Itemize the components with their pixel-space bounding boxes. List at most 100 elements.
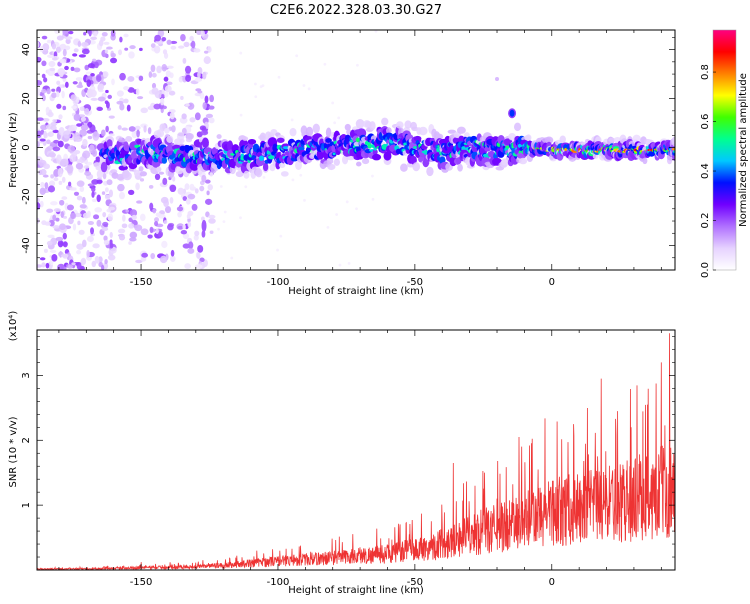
- spectrogram-blob: [206, 190, 210, 196]
- spectrogram-blob: [128, 241, 132, 245]
- spectrogram-blob: [332, 152, 336, 156]
- spectrogram-blob: [258, 155, 265, 161]
- spectrogram-blob: [463, 132, 470, 138]
- snr-y-tick-label: 1: [21, 502, 32, 508]
- spectrogram-blob: [108, 189, 113, 198]
- spectrogram-blob: [52, 146, 61, 152]
- spectrogram-blob: [413, 135, 422, 142]
- spectrogram-blob: [161, 94, 165, 98]
- spectrogram-blob: [126, 104, 131, 112]
- spectrogram-blob: [107, 213, 114, 221]
- snr-plot-area: [37, 330, 675, 570]
- spectrogram-blob: [76, 123, 83, 127]
- colorbar-tick-label: 0.2: [700, 213, 711, 229]
- spectrogram-blob: [102, 71, 109, 78]
- spectrogram-blob: [57, 140, 64, 148]
- spectrogram-blob: [73, 67, 81, 73]
- spectrogram-blob: [160, 196, 169, 204]
- spectrogram-blob: [79, 129, 88, 137]
- spectrogram-blob: [295, 54, 299, 58]
- spectrogram-blob: [216, 134, 222, 139]
- spectrogram-blob: [458, 135, 465, 144]
- spectrogram-blob: [52, 225, 60, 229]
- spectrogram-blob: [509, 109, 515, 117]
- spectrogram-blob: [262, 176, 266, 179]
- spectrogram-blob: [418, 126, 428, 136]
- spectrogram-blob: [76, 249, 82, 255]
- spectrogram-blob: [96, 179, 103, 184]
- spectrogram-blob: [42, 174, 49, 178]
- spectrogram-blob: [104, 259, 108, 265]
- spectrogram-blob: [338, 263, 342, 267]
- spectrogram-blob: [57, 167, 63, 178]
- spectrogram-blob: [139, 47, 143, 52]
- spectrogram-blob: [153, 45, 161, 54]
- spectrogram-blob: [194, 112, 201, 121]
- spectrogram-blob: [80, 124, 89, 131]
- spectrogram-blob: [148, 185, 154, 189]
- spectrogram-blob: [193, 48, 201, 53]
- spectrogram-x-tick-label: -100: [267, 277, 290, 288]
- spectrogram-blob: [297, 146, 305, 151]
- spectrogram-blob: [96, 169, 104, 179]
- spectrogram-blob: [81, 41, 89, 48]
- spectrogram-blob: [131, 214, 137, 221]
- colorbar-tick-label: 0.6: [700, 114, 711, 130]
- spectrogram-blob: [41, 35, 48, 40]
- spectrogram-blob: [209, 94, 215, 103]
- spectrogram-y-tick-label: -40: [21, 237, 32, 253]
- spectrogram-blob: [57, 239, 64, 248]
- spectrogram-x-tick-label: -150: [130, 277, 153, 288]
- colorbar-tick-label: 0.4: [700, 163, 711, 179]
- spectrogram-blob: [96, 219, 102, 227]
- spectrogram-blob: [134, 224, 143, 232]
- spectrogram-blob: [199, 185, 205, 192]
- spectrogram-blob: [108, 115, 115, 119]
- snr-y-axis-label: SNR (10 * v/v): [8, 416, 19, 487]
- spectrogram-blob: [62, 30, 69, 35]
- spectrogram-blob: [84, 108, 90, 115]
- spectrogram-blob: [178, 45, 185, 49]
- spectrogram-blob: [59, 223, 66, 231]
- spectrogram-blob: [147, 127, 152, 135]
- spectrogram-blob: [92, 31, 98, 37]
- spectrogram-blob: [76, 159, 81, 164]
- spectrogram-blob: [103, 235, 108, 242]
- spectrogram-blob: [78, 229, 85, 235]
- spectrogram-blob: [87, 135, 93, 140]
- spectrogram-blob: [41, 60, 47, 67]
- spectrogram-blob: [56, 80, 61, 86]
- spectrogram-blob: [72, 187, 77, 191]
- spectrogram-blob: [164, 127, 170, 134]
- spectrogram-blob: [55, 236, 64, 242]
- spectrogram-blob: [187, 193, 196, 200]
- spectrogram-blob: [41, 262, 46, 268]
- spectrogram-blob: [204, 179, 211, 184]
- spectrogram-blob: [671, 147, 675, 151]
- spectrogram-blob: [371, 174, 374, 178]
- spectrogram-blob: [156, 166, 162, 172]
- spectrogram-blob: [672, 150, 675, 154]
- spectrogram-blob: [37, 56, 42, 63]
- spectrogram-y-tick-label: -20: [21, 188, 32, 204]
- spectrogram-blob: [203, 56, 211, 65]
- spectrogram-blob: [167, 223, 174, 231]
- colorbar-tick-label: 0.0: [700, 262, 711, 278]
- spectrogram-blob: [107, 94, 113, 99]
- spectrogram-blob: [40, 124, 48, 130]
- spectrogram-blob: [37, 88, 41, 96]
- spectrogram-blob: [161, 157, 168, 164]
- spectrogram-blob: [203, 50, 209, 54]
- figure-title: C2E6.2022.328.03.30.G27: [270, 3, 442, 18]
- spectrogram-blob: [108, 206, 116, 211]
- spectrogram-blob: [137, 96, 144, 100]
- spectrogram-blob: [86, 235, 94, 243]
- spectrogram-blob: [204, 198, 213, 205]
- spectrogram-blob: [149, 226, 154, 234]
- spectrogram-blob: [202, 101, 207, 110]
- spectrogram-blob: [185, 74, 192, 82]
- spectrogram-blob: [156, 129, 165, 138]
- spectrogram-blob: [72, 223, 77, 231]
- spectrogram-blob: [101, 191, 106, 195]
- spectrogram-blob: [84, 171, 92, 177]
